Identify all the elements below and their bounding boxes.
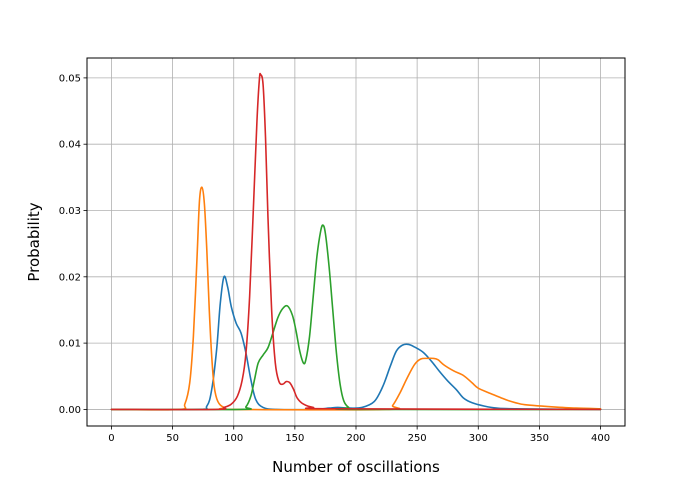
x-tick-label: 300 xyxy=(469,433,488,444)
x-tick-label: 250 xyxy=(408,433,427,444)
series-line-2 xyxy=(110,186,602,411)
series-group xyxy=(110,72,602,411)
x-axis-label: Number of oscillations xyxy=(272,458,440,476)
y-tick-label: 0.04 xyxy=(59,140,81,151)
x-tick-label: 100 xyxy=(224,433,243,444)
y-tick-label: 0.00 xyxy=(59,405,81,416)
x-tick-label: 400 xyxy=(591,433,610,444)
series-line-4 xyxy=(110,72,602,411)
ticks: 0 50 100 150 200 250 300 350 400 0.00 0.01 0.02 0.03… xyxy=(59,73,610,444)
y-axis-label: Probability xyxy=(25,202,43,281)
x-tick-label: 0 xyxy=(108,433,114,444)
y-tick-label: 0.02 xyxy=(59,272,81,283)
x-tick-label: 200 xyxy=(346,433,365,444)
y-tick-label: 0.05 xyxy=(59,73,81,84)
series-line-3 xyxy=(110,224,602,411)
y-tick-label: 0.01 xyxy=(59,339,81,350)
x-tick-label: 150 xyxy=(285,433,304,444)
x-tick-label: 350 xyxy=(530,433,549,444)
y-tick-label: 0.03 xyxy=(59,206,81,217)
x-tick-label: 50 xyxy=(166,433,179,444)
